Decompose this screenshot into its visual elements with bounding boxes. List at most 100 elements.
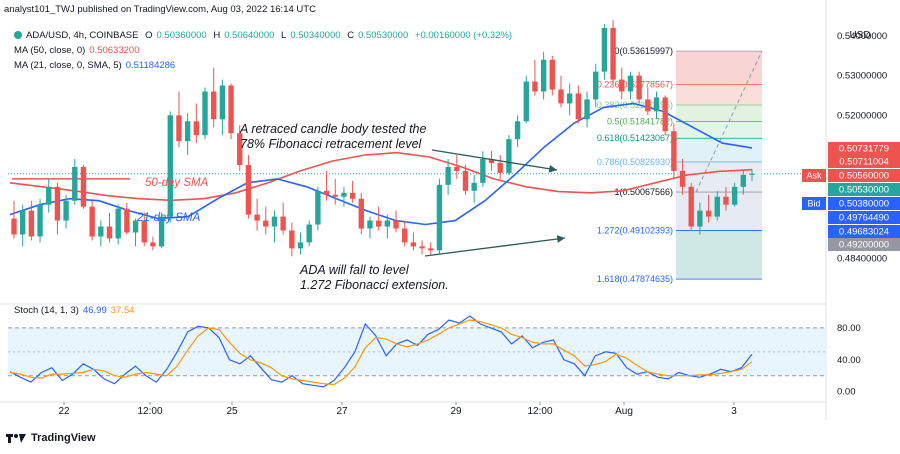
candle-body: [645, 99, 651, 112]
price-tag-bg: [828, 211, 900, 224]
candle-body: [106, 226, 113, 239]
candle-body: [601, 27, 608, 72]
candle-body: [219, 85, 226, 120]
candle-body: [315, 190, 321, 225]
candle-body: [306, 224, 312, 243]
candle-body: [428, 248, 434, 251]
candle-body: [289, 230, 295, 249]
price-tick-label: 0.48400000: [837, 253, 887, 264]
candle-body: [37, 204, 43, 237]
candle-body: [445, 166, 451, 185]
annotation-arrow-lower: [424, 235, 566, 257]
price-tag-value: 0.50731779: [839, 144, 889, 155]
time-tick-label: Aug: [615, 406, 633, 417]
candle-body: [497, 162, 503, 173]
price-tag-bg: [828, 183, 900, 196]
candle-body: [523, 81, 529, 122]
candle-body: [63, 200, 69, 221]
ma21-label: MA (21, close, 0, SMA, 5): [14, 60, 122, 71]
price-tick-label: 0.53000000: [837, 71, 887, 82]
low-label: L: [281, 30, 287, 41]
annotation-fall-line1: ADA will fall to level: [299, 263, 410, 277]
candle-body: [558, 89, 564, 104]
candle-body: [158, 216, 165, 247]
candle-body: [245, 164, 252, 215]
footer-brand: TradingView: [31, 432, 96, 444]
candle-body: [150, 242, 156, 247]
candle-body: [358, 198, 364, 229]
candle-body: [671, 131, 677, 171]
candle-body: [80, 166, 87, 207]
stoch-k-value: 46.99: [82, 305, 107, 316]
candle-body: [731, 186, 738, 205]
time-tick-label: 25: [226, 406, 238, 417]
price-tag-bg: [828, 155, 900, 168]
candle-body: [688, 186, 694, 227]
fib-level-label: 1.618(0.47874635): [597, 274, 673, 284]
candle-body: [46, 186, 52, 205]
time-tick-label: 12:00: [137, 406, 162, 417]
open-label: O: [145, 30, 153, 41]
candle-body: [514, 121, 521, 140]
fib-zone: [676, 105, 762, 122]
candle-body: [341, 192, 347, 197]
close-value: 0.50530000: [358, 30, 409, 41]
candle-body: [540, 59, 547, 92]
fib-trend-line: [695, 50, 763, 193]
annotation-21-sma: 21-day SMA: [136, 212, 201, 224]
currency-label: USD: [849, 30, 870, 41]
price-tag-value: 0.50560000: [839, 171, 889, 182]
open-value: 0.50360000: [156, 30, 207, 41]
stoch-label: Stoch (14, 1, 3): [14, 305, 79, 316]
candle-body: [723, 196, 729, 205]
candle-body: [697, 210, 703, 227]
annotation-50-sma: 50-day SMA: [145, 177, 209, 189]
stoch-d-value: 37.54: [110, 305, 135, 316]
candle-body: [89, 206, 95, 237]
candle-body: [263, 220, 269, 227]
price-tick-label: 0.54000000: [837, 31, 887, 42]
ma50-legend: MA (50, close, 0) 0.50633200: [14, 45, 143, 56]
candle-body: [714, 196, 720, 217]
price-tag-label: Ask: [806, 171, 822, 181]
candle-body: [237, 133, 243, 165]
candle-body: [549, 59, 555, 90]
candle-body: [72, 166, 78, 201]
candle-body: [228, 85, 234, 134]
time-tick-label: 27: [336, 406, 348, 417]
price-tag-label-bg: [802, 197, 826, 210]
candle-body: [575, 93, 582, 120]
ma21-line: [9, 102, 753, 226]
stoch-tick-label: 40.00: [837, 355, 861, 366]
status-dot-icon: [14, 31, 22, 39]
candle-body: [402, 228, 408, 243]
candle-body: [393, 220, 399, 229]
fib-level-label: 0.618(0.51423067): [597, 133, 673, 143]
candle-body: [384, 220, 391, 227]
candle-body: [271, 216, 278, 227]
candle-body: [375, 220, 382, 227]
candle-body: [132, 220, 139, 233]
fib-level-label: 0.5(0.51841782): [607, 117, 673, 127]
price-tag-value: 0.50530000: [839, 185, 889, 196]
publisher-line: analyst101_TWJ published on TradingView.…: [4, 4, 316, 15]
candle-body: [740, 174, 747, 187]
candle-body: [532, 81, 538, 92]
ma50-value: 0.50633200: [89, 45, 140, 56]
price-tag-value: 0.50380000: [839, 199, 889, 210]
price-tag-value: 0.49683024: [839, 227, 889, 238]
tradingview-footer[interactable]: TradingView: [6, 432, 96, 444]
stoch-series-pct-k: [9, 315, 753, 388]
time-tick-label: 12:00: [527, 406, 552, 417]
candle-body: [462, 170, 469, 191]
annotation-fib-test-line1: A retraced candle body tested the: [239, 122, 427, 136]
candle-body: [593, 71, 599, 100]
candle-body: [280, 216, 286, 231]
candle-body: [323, 190, 330, 195]
candle-body: [488, 159, 495, 163]
candle-body: [367, 220, 373, 229]
high-value: 0.50640000: [224, 30, 275, 41]
ohlc-legend: ADA/USD, 4h, COINBASE O 0.50360000 H 0.506…: [14, 30, 516, 41]
candle-body: [662, 97, 668, 132]
